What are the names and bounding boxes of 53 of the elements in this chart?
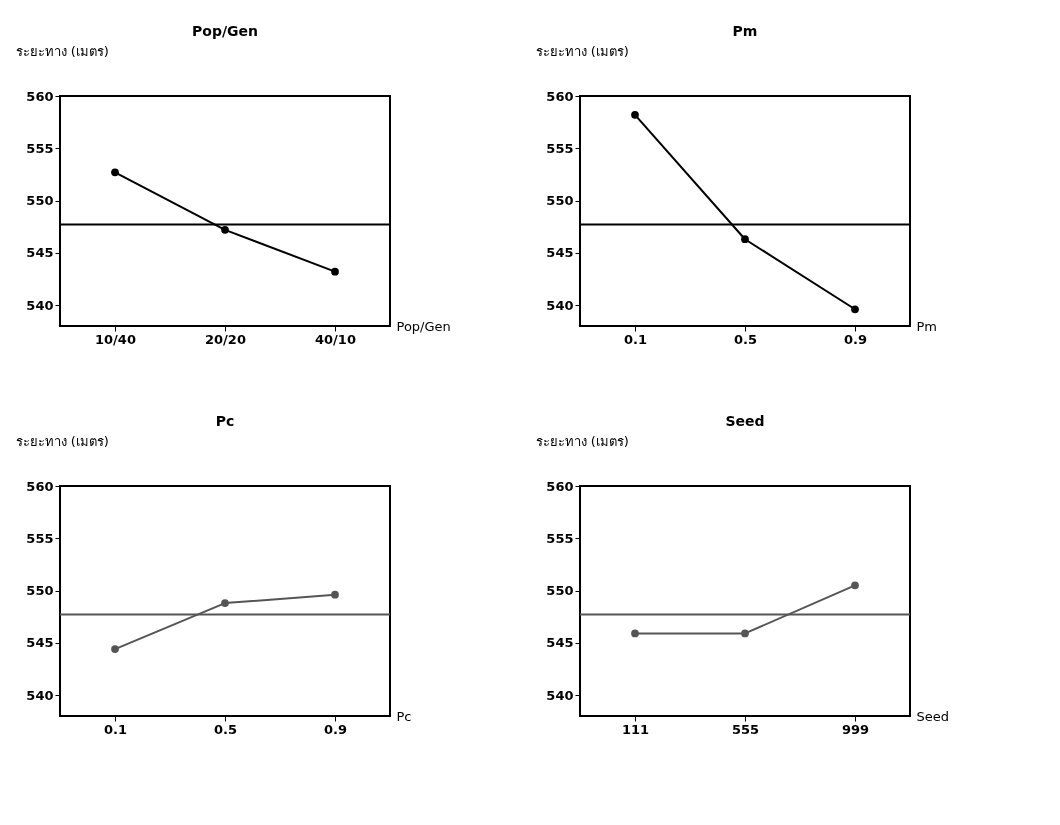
y-tick-label: 560	[26, 478, 54, 494]
x-tick-label: 0.1	[103, 721, 128, 737]
x-axis-title: Pm	[916, 318, 938, 334]
y-tick-label: 545	[26, 245, 54, 261]
x-tick-label: 0.5	[733, 331, 758, 347]
x-axis-title: Pop/Gen	[396, 318, 451, 334]
y-tick-label: 540	[26, 687, 54, 703]
x-tick-label: 40/10	[315, 331, 356, 347]
y-tick-label: 550	[546, 583, 574, 599]
y-tick-label: 545	[26, 635, 54, 651]
y-axis-title: ระยะทาง (เมตร)	[535, 433, 629, 449]
point	[851, 305, 859, 314]
x-tick-label: 0.9	[323, 721, 348, 737]
y-axis-title: ระยะทาง (เมตร)	[15, 433, 109, 449]
point	[331, 590, 339, 599]
x-tick-label: 20/20	[205, 331, 246, 347]
y-tick-label: 540	[546, 297, 574, 313]
chart-title: Pop/Gen	[192, 23, 258, 39]
chart-title: Pm	[732, 23, 758, 39]
y-tick-label: 555	[26, 140, 54, 156]
y-tick-label: 555	[546, 530, 574, 546]
point	[221, 225, 229, 234]
x-tick-label: 10/40	[95, 331, 136, 347]
point	[111, 645, 119, 653]
x-tick-label: 0.5	[213, 721, 238, 737]
y-tick-label: 540	[546, 687, 574, 703]
y-tick-label: 555	[26, 530, 54, 546]
y-tick-label: 560	[546, 88, 574, 104]
point	[111, 168, 119, 177]
x-tick-label: 999	[841, 721, 870, 737]
y-tick-label: 550	[26, 583, 54, 599]
y-tick-label: 560	[26, 88, 54, 104]
y-tick-label: 545	[546, 635, 574, 651]
x-axis-title: Pc	[396, 708, 412, 724]
y-tick-label: 550	[26, 193, 54, 209]
y-tick-label: 555	[546, 140, 574, 156]
chart-title: Seed	[725, 413, 765, 429]
y-tick-label: 540	[26, 297, 54, 313]
x-tick-label: 0.9	[843, 331, 868, 347]
chart-title: Pc	[215, 413, 235, 429]
x-tick-label: 111	[621, 721, 650, 737]
y-tick-label: 550	[546, 193, 574, 209]
point	[741, 235, 749, 244]
y-tick-label: 560	[546, 478, 574, 494]
x-tick-label: 0.1	[623, 331, 648, 347]
y-axis-title: ระยะทาง (เมตร)	[535, 43, 629, 59]
x-tick-label: 555	[731, 721, 760, 737]
x-axis-title: Seed	[916, 708, 949, 724]
y-axis-title: ระยะทาง (เมตร)	[15, 43, 109, 59]
point	[331, 267, 339, 276]
point	[631, 110, 639, 119]
point	[221, 599, 229, 607]
y-tick-label: 545	[546, 245, 574, 261]
